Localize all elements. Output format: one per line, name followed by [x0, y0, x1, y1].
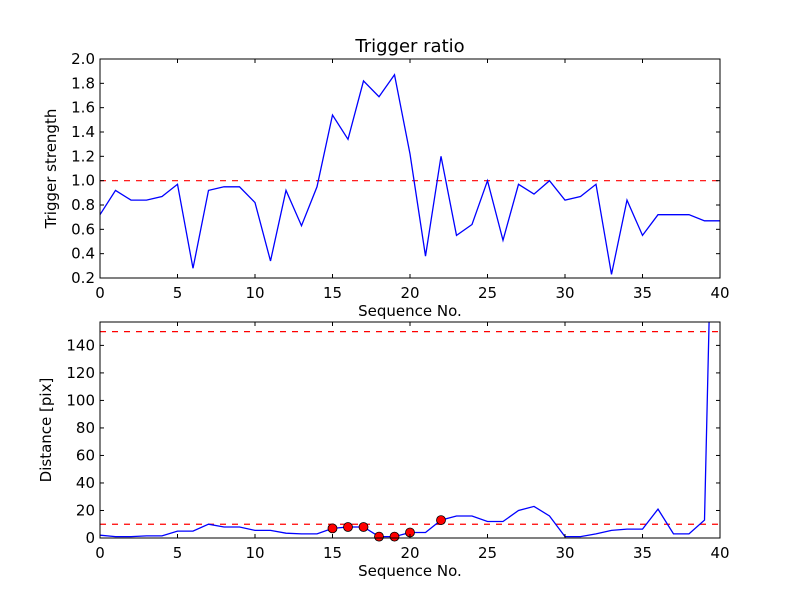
- y-tick-label: 1.4: [71, 123, 95, 141]
- x-tick-label: 35: [633, 284, 652, 302]
- x-tick-label: 0: [95, 284, 105, 302]
- y-tick-label: 140: [66, 336, 95, 354]
- axes-frame: [99, 321, 721, 539]
- data-point-marker: [436, 515, 446, 526]
- data-point-marker: [343, 522, 353, 532]
- y-tick-label: 0.8: [71, 196, 95, 214]
- chart-title: Trigger ratio: [354, 36, 464, 57]
- x-tick-label: 25: [478, 284, 497, 302]
- axes-frame: [99, 58, 721, 279]
- x-tick-label: 5: [173, 544, 183, 562]
- x-tick-label: 40: [710, 544, 729, 562]
- x-tick-label: 0: [95, 544, 105, 562]
- x-axis-label: Sequence No.: [358, 302, 462, 320]
- x-tick-label: 20: [400, 544, 419, 562]
- x-tick-label: 5: [173, 284, 183, 302]
- y-tick-label: 1.2: [71, 147, 95, 165]
- y-tick-label: 60: [76, 446, 95, 464]
- data-point-marker: [358, 522, 369, 532]
- x-tick-label: 15: [323, 544, 342, 562]
- y-tick-label: 1.6: [71, 99, 95, 117]
- y-tick-label: 1.8: [71, 74, 95, 92]
- x-tick-label: 30: [555, 544, 574, 562]
- x-tick-label: 15: [323, 284, 342, 302]
- y-tick-label: 20: [76, 501, 95, 519]
- x-axis-label: Sequence No.: [358, 562, 462, 580]
- y-tick-label: 1.0: [71, 172, 95, 190]
- subplot-2: 0 5 10 15 20 25 30 35 40 0 20 40 60 80 100 120 140 Sequen…: [37, 321, 730, 580]
- x-tick-label: 40: [710, 284, 729, 302]
- data-point-marker: [327, 523, 338, 534]
- series-line: [100, 73, 720, 275]
- data-point-marker: [374, 531, 384, 542]
- subplot-1: 0 5 10 15 20 25 30 35 40 0.2 0.4 0.6 0.8 1.0 1.2 1.4 1.6…: [42, 36, 730, 320]
- y-tick-label: 2.0: [71, 50, 95, 68]
- x-tick-label: 20: [400, 284, 419, 302]
- y-tick-label: 0.6: [71, 220, 95, 238]
- x-tick-label: 30: [555, 284, 574, 302]
- y-tick-label: 40: [76, 474, 95, 492]
- x-tick-label: 35: [633, 544, 652, 562]
- y-tick-label: 120: [66, 364, 95, 382]
- x-tick-label: 25: [478, 544, 497, 562]
- data-point-marker: [389, 531, 400, 542]
- y-tick-label: 100: [66, 391, 95, 409]
- y-tick-label: 80: [76, 419, 95, 437]
- x-tick-label: 10: [245, 284, 264, 302]
- y-axis-label: Trigger strength: [42, 109, 60, 230]
- y-tick-label: 0.4: [71, 245, 95, 263]
- x-tick-label: 10: [245, 544, 264, 562]
- y-axis-label: Distance [pix]: [37, 378, 55, 483]
- y-tick-label: 0: [85, 529, 95, 547]
- y-tick-label: 0.2: [71, 269, 95, 287]
